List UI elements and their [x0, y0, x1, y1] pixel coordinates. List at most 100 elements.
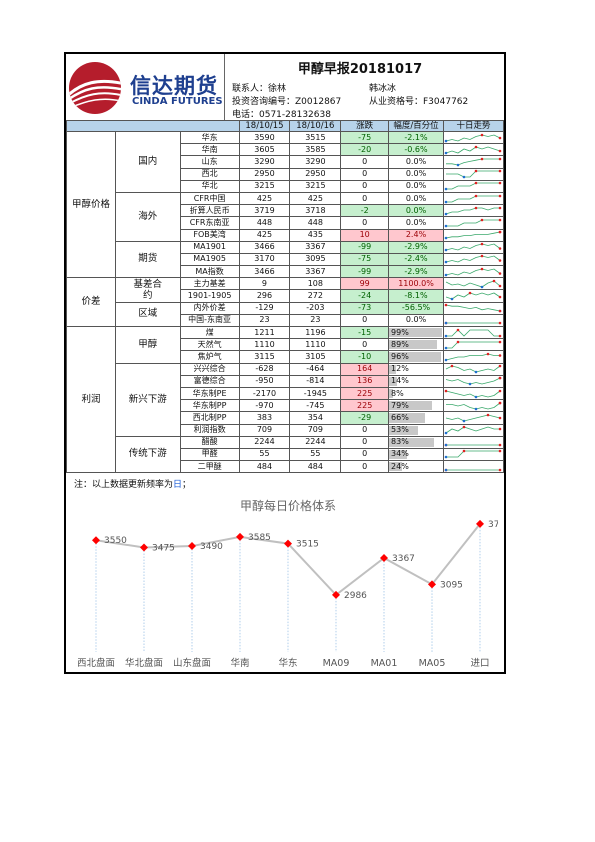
sub-new-downstream: 新兴下游	[114, 362, 181, 437]
cell-date1: 448	[238, 216, 291, 230]
row-label: 西北制PP	[179, 411, 240, 425]
row-label: 华东制PE	[179, 386, 240, 401]
cell-date2: 108	[289, 277, 342, 291]
percentile-text: 34%	[391, 449, 409, 459]
row-label: 兴兴综合	[179, 362, 240, 376]
data-label: 3367	[392, 554, 415, 564]
table-row: 山东 3290 3290 0 0.0%	[67, 155, 505, 169]
cell-date1: 55	[238, 447, 291, 462]
table-row: 期货 MA1901 3466 3367 -99 -2.9%	[67, 240, 505, 279]
cell-date1: 3590	[238, 130, 291, 145]
cell-date1: -129	[238, 301, 291, 315]
cell-date2: 3215	[289, 179, 342, 193]
percentile-text: 8%	[391, 388, 404, 398]
logo-emblem-icon	[69, 62, 121, 114]
row-label: 主力基差	[179, 277, 240, 291]
cell-change: 0	[340, 313, 390, 328]
category-label: 华北盘面	[125, 657, 163, 669]
trend-sparkline	[442, 460, 505, 474]
trend-sparkline	[442, 143, 505, 157]
table-row: 西北制PP 383 354 -29 66%	[67, 411, 505, 425]
header-blank	[66, 120, 240, 132]
category-label: 西北盘面	[78, 657, 115, 669]
cell-date2: 435	[289, 228, 342, 242]
row-label: 山东	[179, 155, 240, 169]
percentile-bar	[389, 449, 408, 460]
category-label: 进口	[470, 658, 489, 669]
data-label: 2986	[344, 591, 367, 601]
consult-license: 投资咨询编号：Z0012867	[232, 97, 342, 107]
row-label: 折算人民币	[179, 204, 240, 218]
cell-date2: -745	[289, 399, 342, 413]
cell-change: -20	[340, 143, 390, 157]
cell-date2: -814	[289, 374, 342, 388]
cell-percentile: 8%	[388, 386, 444, 401]
category-label: MA01	[371, 658, 398, 669]
trend-sparkline	[442, 240, 505, 254]
cell-percentile: 99%	[388, 325, 444, 340]
cell-date2: 1196	[289, 325, 342, 340]
cell-change: -75	[340, 252, 390, 267]
col-trend: 十日走势	[442, 120, 505, 132]
cell-date2: 3105	[289, 350, 342, 364]
cell-date1: 9	[238, 277, 291, 291]
data-label: 3475	[152, 544, 175, 554]
trend-sparkline	[442, 313, 505, 328]
note-highlight: 日	[173, 480, 183, 490]
data-point	[428, 580, 436, 589]
cell-date2: 3515	[289, 130, 342, 145]
trend-sparkline	[442, 338, 505, 352]
table-row: 区域 内外价差 -129 -203 -73 -56.5%	[67, 301, 505, 328]
cell-percentile: 53%	[388, 423, 444, 437]
cell-date1: 3466	[238, 265, 291, 279]
cell-percent: 0.0%	[388, 179, 444, 193]
report-sheet: 信达期货 CINDA FUTURES 甲醇早报20181017 联系人：徐林 韩…	[64, 52, 511, 674]
cell-date1: 709	[238, 423, 291, 437]
trend-sparkline	[442, 228, 505, 242]
trend-sparkline	[442, 435, 505, 449]
logo-text-cn: 信达期货	[130, 74, 218, 98]
percentile-text: 14%	[391, 376, 409, 386]
table-row: 甲醛 55 55 0 34%	[67, 447, 505, 462]
cell-change: 0	[340, 216, 390, 230]
row-label: 煤	[179, 325, 240, 340]
percentile-bar	[389, 462, 402, 472]
cell-change: -10	[340, 350, 390, 364]
cell-change: -75	[340, 130, 390, 145]
cell-percentile: 83%	[388, 435, 444, 449]
cell-change: 225	[340, 399, 390, 413]
cell-percent: -2.1%	[388, 130, 444, 145]
data-label: 3585	[248, 533, 271, 543]
trend-sparkline	[442, 277, 505, 291]
col-change: 涨跌	[340, 120, 390, 132]
cell-percent: 0.0%	[388, 313, 444, 328]
data-point	[332, 590, 340, 599]
row-label: 西北	[179, 167, 240, 181]
row-label: CFR中国	[179, 191, 240, 206]
cell-date1: 425	[238, 228, 291, 242]
cell-date2: 2244	[289, 435, 342, 449]
cell-date2: -1945	[289, 386, 342, 401]
trend-sparkline	[442, 386, 505, 401]
percentile-bar	[389, 352, 441, 362]
cell-percent: -2.4%	[388, 252, 444, 267]
cell-change: 0	[340, 423, 390, 437]
category-label: MA05	[419, 658, 446, 669]
data-point	[92, 536, 100, 545]
cell-date2: 425	[289, 191, 342, 206]
cell-percentile: 96%	[388, 350, 444, 364]
cell-date2: 2950	[289, 167, 342, 181]
sub-domestic: 国内	[114, 131, 181, 193]
cell-date2: 1110	[289, 338, 342, 352]
data-label: 3490	[200, 542, 223, 552]
logo-text-en: CINDA FUTURES	[132, 96, 223, 107]
percentile-bar	[389, 413, 425, 423]
cell-percentile: 14%	[388, 374, 444, 388]
cell-change: 164	[340, 362, 390, 376]
row-label: 利润指数	[179, 423, 240, 437]
cell-change: -24	[340, 289, 390, 303]
percentile-text: 99%	[391, 327, 409, 337]
cell-percent: 0.0%	[388, 216, 444, 230]
percentile-text: 89%	[391, 339, 409, 349]
trend-sparkline	[442, 362, 505, 376]
